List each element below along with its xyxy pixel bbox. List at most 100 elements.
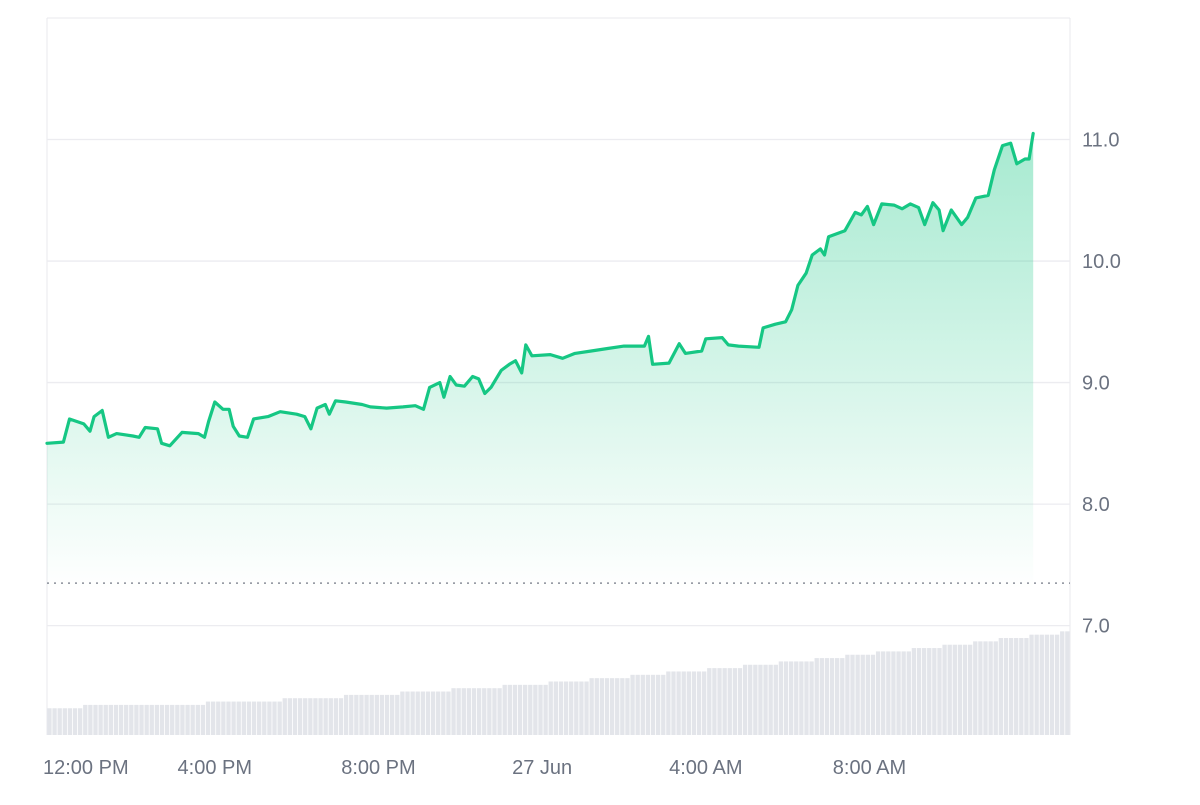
volume-bar: [855, 654, 860, 735]
volume-bar: [88, 704, 93, 735]
volume-bar: [384, 694, 390, 735]
volume-bar: [277, 701, 282, 735]
volume-bar: [313, 698, 318, 735]
volume-bar: [108, 704, 113, 735]
volume-bar: [717, 668, 722, 735]
volume-bar: [962, 644, 968, 735]
volume-bar: [942, 644, 947, 735]
price-line: [45, 131, 1035, 448]
volume-bar: [461, 688, 466, 735]
volume-bar: [405, 691, 410, 735]
volume-bar: [768, 664, 773, 735]
volume-bar: [410, 691, 415, 735]
volume-bar: [98, 704, 103, 735]
volume-bar: [860, 654, 865, 735]
volume-bar: [1003, 638, 1009, 735]
volume-bar: [686, 671, 691, 735]
volume-bar: [696, 671, 702, 735]
volume-bar: [374, 694, 379, 735]
volume-bar: [829, 658, 835, 735]
volume-bar: [522, 684, 528, 735]
volume-bar: [93, 704, 98, 735]
volume-bar: [466, 688, 472, 735]
volume-bar: [1024, 638, 1029, 735]
volume-bar: [430, 691, 436, 735]
volume-bar: [702, 671, 707, 735]
volume-bar: [200, 704, 206, 735]
volume-bar: [292, 698, 298, 735]
volume-bar: [282, 698, 287, 735]
volume-bar: [1054, 634, 1060, 735]
volume-bar: [911, 648, 917, 735]
volume-bar: [134, 704, 139, 735]
volume-bar: [835, 658, 840, 735]
volume-bar: [783, 661, 789, 735]
x-tick-label: 4:00 AM: [669, 757, 742, 779]
x-tick-label: 27 Jun: [512, 757, 572, 779]
volume-bar: [681, 671, 686, 735]
volume-bar: [609, 678, 615, 735]
volume-bar: [379, 694, 385, 735]
y-tick-label: 7.0: [1082, 616, 1110, 638]
volume-bar: [482, 688, 487, 735]
volume-bar: [574, 681, 579, 735]
volume-bar: [354, 694, 359, 735]
volume-bar: [957, 644, 963, 735]
volume-bar: [819, 658, 824, 735]
volume-bar: [118, 704, 124, 735]
volume-bar: [886, 651, 891, 735]
volume-bar: [451, 688, 456, 735]
volume-bar: [809, 661, 814, 735]
volume-bar: [635, 674, 640, 735]
volume-bar: [1049, 634, 1055, 735]
volume-bar: [543, 684, 548, 735]
volume-bar: [558, 681, 564, 735]
volume-bar: [625, 678, 630, 735]
volume-bar: [210, 701, 216, 735]
volume-bar: [77, 708, 83, 735]
volume-bar: [1060, 631, 1065, 735]
y-tick-label: 8.0: [1082, 494, 1110, 516]
volume-bar: [666, 671, 671, 735]
volume-bar: [630, 674, 635, 735]
volume-bar: [896, 651, 901, 735]
volume-bar: [1029, 634, 1034, 735]
x-tick-label: 8:00 PM: [341, 757, 415, 779]
volume-bar: [840, 658, 845, 735]
volume-bar: [180, 704, 185, 735]
volume-bar: [446, 691, 451, 735]
y-tick-label: 10.0: [1082, 251, 1121, 273]
volume-bar: [1039, 634, 1044, 735]
volume-bar: [742, 664, 748, 735]
volume-bar: [420, 691, 426, 735]
volume-bar: [594, 678, 599, 735]
volume-bar: [103, 704, 108, 735]
volume-bar: [650, 674, 656, 735]
volume-bar: [364, 694, 369, 735]
volume-bar: [1065, 631, 1070, 735]
volume-bar: [113, 704, 119, 735]
volume-bar: [1014, 638, 1019, 735]
volume-bar: [584, 681, 589, 735]
volume-bar: [804, 661, 809, 735]
y-tick-label: 11.0: [1082, 130, 1119, 152]
volume-bar: [83, 704, 88, 735]
volume-bar: [901, 651, 906, 735]
volume-bar: [661, 674, 666, 735]
volume-bar: [758, 664, 763, 735]
volume-bar: [978, 641, 983, 735]
volume-bar: [968, 644, 973, 735]
volume-bar: [149, 704, 154, 735]
price-area-fill: [47, 133, 1034, 590]
volume-bar: [52, 708, 57, 735]
volume-bar: [937, 648, 942, 735]
volume-bar: [318, 698, 323, 735]
volume-bar: [436, 691, 441, 735]
volume-bar: [349, 694, 354, 735]
volume-bar: [236, 701, 241, 735]
volume-bar: [615, 678, 620, 735]
volume-bar: [400, 691, 405, 735]
volume-bar: [850, 654, 855, 735]
volume-bar: [548, 681, 553, 735]
volume-bar: [579, 681, 584, 735]
